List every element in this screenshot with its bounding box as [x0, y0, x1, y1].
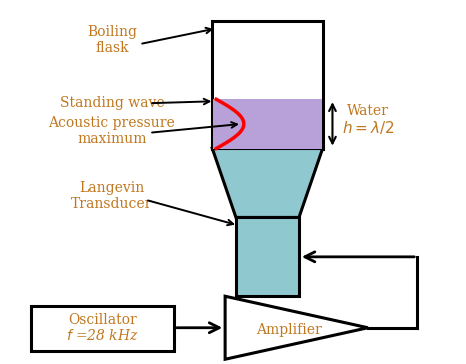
Text: Boiling
flask: Boiling flask — [87, 25, 137, 55]
Text: Langevin
Transducer: Langevin Transducer — [71, 181, 152, 211]
Text: Amplifier: Amplifier — [256, 323, 322, 337]
Text: Standing wave: Standing wave — [60, 96, 164, 110]
Text: $f$ =28 kHz: $f$ =28 kHz — [66, 328, 139, 343]
Text: $h = \lambda/2$: $h = \lambda/2$ — [342, 119, 394, 136]
Polygon shape — [225, 296, 368, 359]
Text: Oscillator: Oscillator — [68, 313, 137, 327]
Bar — [31, 306, 174, 351]
Polygon shape — [212, 149, 322, 217]
Text: Acoustic pressure
maximum: Acoustic pressure maximum — [48, 116, 175, 146]
Bar — [213, 99, 322, 149]
Bar — [212, 20, 322, 149]
Bar — [236, 217, 299, 296]
Text: Water: Water — [347, 104, 389, 118]
